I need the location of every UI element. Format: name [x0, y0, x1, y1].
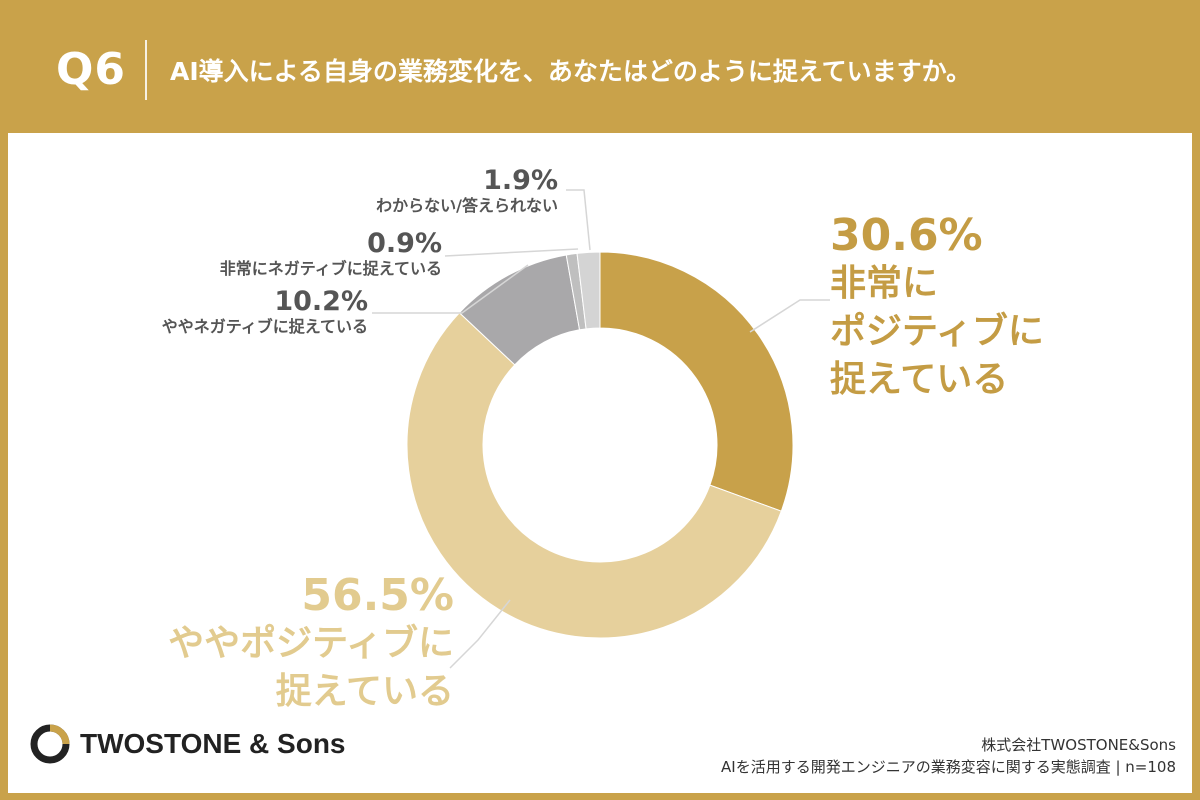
logo-ring-icon	[30, 724, 70, 764]
leader-very-positive	[749, 299, 830, 333]
label-somewhat-negative-pct: 10.2%	[274, 286, 368, 317]
leader-lines	[372, 189, 830, 669]
label-somewhat-positive: 56.5% ややポジティブに 捉えている	[120, 572, 454, 716]
label-somewhat-positive-line2: 捉えている	[275, 671, 454, 712]
slice-somewhat-positive	[406, 312, 782, 639]
label-very-positive: 30.6% 非常に ポジティブに 捉えている	[830, 212, 1044, 404]
label-somewhat-positive-line1: ややポジティブに	[168, 623, 454, 664]
label-very-negative: 0.9% 非常にネガティブに捉えている	[160, 229, 442, 279]
header: Q6 AI導入による自身の業務変化を、あなたはどのように捉えていますか。	[0, 0, 1200, 132]
header-divider	[145, 40, 147, 100]
label-somewhat-positive-pct: 56.5%	[301, 570, 454, 621]
leader-very-negative	[444, 248, 579, 257]
footer-company: 株式会社TWOSTONE&Sons	[981, 736, 1176, 754]
label-unknown-text: わからない/答えられない	[376, 196, 558, 215]
question-text: AI導入による自身の業務変化を、あなたはどのように捉えていますか。	[170, 57, 972, 86]
label-very-positive-pct: 30.6%	[830, 210, 983, 261]
slice-unknown	[576, 251, 601, 330]
label-very-negative-pct: 0.9%	[367, 228, 442, 259]
label-very-positive-line1: 非常に	[830, 263, 939, 304]
leader-somewhat-negative	[372, 264, 529, 314]
label-somewhat-negative: 10.2% ややネガティブに捉えている	[80, 287, 368, 337]
label-very-positive-line2: ポジティブに	[830, 311, 1044, 352]
label-unknown: 1.9% わからない/答えられない	[300, 166, 558, 216]
leader-somewhat-positive	[449, 599, 511, 669]
label-somewhat-negative-text: ややネガティブに捉えている	[161, 317, 368, 336]
leader-unknown	[566, 189, 591, 251]
question-number: Q6	[56, 44, 127, 95]
logo-text: TWOSTONE & Sons	[80, 728, 346, 759]
footer-survey: AIを活用する開発エンジニアの業務変容に関する実態調査 | n=108	[721, 758, 1176, 776]
footer-source: 株式会社TWOSTONE&Sons AIを活用する開発エンジニアの業務変容に関す…	[721, 734, 1176, 778]
label-very-negative-text: 非常にネガティブに捉えている	[219, 259, 442, 278]
label-very-positive-line3: 捉えている	[830, 359, 1009, 400]
chart-card	[8, 133, 1192, 793]
slice-very-positive	[599, 251, 794, 512]
label-unknown-pct: 1.9%	[483, 165, 558, 196]
donut-slices	[406, 251, 794, 639]
